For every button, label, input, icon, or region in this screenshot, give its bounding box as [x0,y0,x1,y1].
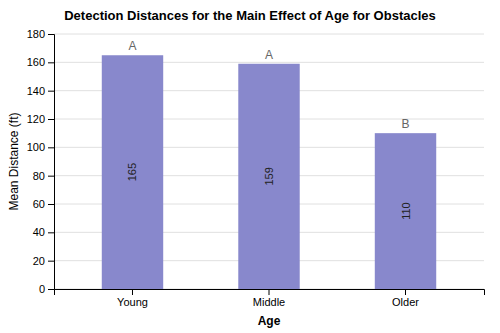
tick-label: Older [392,296,419,308]
tick: 80 [33,170,54,182]
grid [54,34,484,289]
tick-mark [48,176,54,177]
tick-label: 80 [33,170,45,182]
data-labels: 165 159 110 [126,163,411,220]
tick: Middle [253,289,285,308]
tick-mark [405,289,406,295]
axis-domain [48,35,55,290]
chart: Young Middle Older 0 20 40 60 80 100 120 140 160 180… [0,0,500,333]
tick: 160 [27,56,54,68]
annotations: A A B [128,39,409,131]
tick-mark [48,261,54,262]
data-label: 110 [400,202,412,220]
tick-mark [48,91,54,92]
y-axis-title: Mean Distance (ft) [7,112,21,210]
tick: 120 [27,113,54,125]
bar [375,133,436,289]
tick-mark [48,147,54,148]
tick-mark [48,62,54,63]
tick-label: Young [117,296,148,308]
plot: Young Middle Older 0 20 40 60 80 100 120 140 160 180… [27,28,485,308]
tick: 20 [33,255,54,267]
bars [102,55,436,289]
tick-label: 40 [33,226,45,238]
tick: 100 [27,141,54,153]
data-label: 159 [263,167,275,185]
tick: Older [392,289,419,308]
tick: 180 [27,28,54,40]
tick-mark [48,204,54,205]
tick: 140 [27,85,54,97]
tick-mark [132,289,133,295]
tick-label: 20 [33,255,45,267]
grid-line [54,34,484,35]
tick-mark [48,119,54,120]
tick-label: 140 [27,85,45,97]
tick: 40 [33,226,54,238]
tick: 0 [39,283,54,295]
bar [238,64,299,289]
tick-label: Middle [253,296,285,308]
axis-domain [55,290,485,296]
y-axis: 0 20 40 60 80 100 120 140 160 180 [27,28,55,295]
title: Detection Distances for the Main Effect … [64,8,436,23]
tick: Young [117,289,148,308]
bar [102,55,163,289]
tick-mark [269,289,270,295]
tick-label: 120 [27,113,45,125]
x-axis-title: Age [258,314,281,328]
annotation: A [128,39,136,53]
annotation: A [265,48,273,62]
tick-label: 100 [27,141,45,153]
annotation: B [402,117,410,131]
tick-label: 160 [27,56,45,68]
tick-mark [48,34,54,35]
tick-label: 60 [33,198,45,210]
x-axis: Young Middle Older [55,289,485,308]
tick-mark [48,232,54,233]
tick-label: 180 [27,28,45,40]
tick-mark [48,289,54,290]
tick-label: 0 [39,283,45,295]
tick: 60 [33,198,54,210]
data-label: 165 [126,163,138,181]
